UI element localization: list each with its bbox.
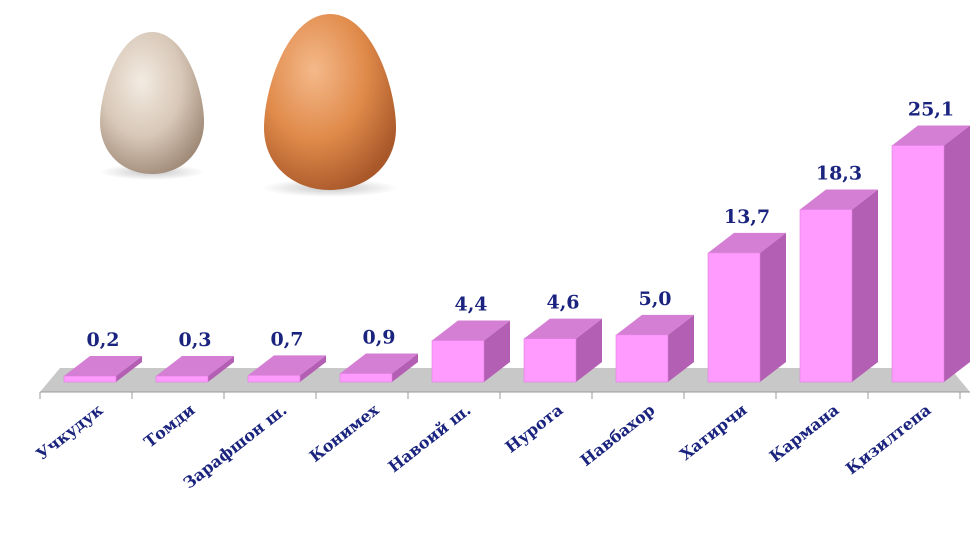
bar-side (300, 355, 326, 382)
bar-top (64, 356, 142, 376)
bar-front (523, 338, 577, 383)
bar-top (524, 318, 602, 339)
bar (615, 314, 694, 383)
bar (891, 125, 970, 383)
category-label: Нурота (502, 400, 567, 457)
value-label: 4,6 (546, 292, 579, 314)
bar-side (392, 353, 418, 382)
category-label: Конимех (306, 400, 383, 466)
category-label: Навбахор (577, 400, 659, 470)
bar (63, 356, 142, 383)
bar-side (668, 314, 694, 382)
value-label: 0,7 (270, 328, 303, 350)
large-brown-egg-icon (262, 14, 398, 197)
category-label: Кармана (766, 400, 843, 466)
bar-front (707, 252, 761, 383)
bar-side (576, 318, 602, 382)
category-label: Учкудук (33, 400, 107, 464)
bar-side (944, 125, 970, 382)
bar-front (63, 375, 117, 383)
bar (431, 320, 510, 383)
value-label: 25,1 (908, 98, 954, 120)
bar-side (760, 232, 786, 382)
bar (247, 355, 326, 383)
bar-front (615, 334, 669, 383)
value-label: 4,4 (454, 294, 487, 316)
category-label: Хатирчи (676, 400, 750, 464)
bar-front (155, 375, 209, 383)
bar-top (616, 314, 694, 335)
bar-side (208, 356, 234, 382)
bar-front (891, 145, 945, 383)
value-label: 5,0 (638, 288, 671, 310)
value-label: 18,3 (816, 163, 862, 185)
value-label: 13,7 (724, 206, 770, 228)
value-label: 0,3 (178, 329, 211, 351)
value-label: 0,2 (86, 329, 119, 351)
bar-side (484, 320, 510, 382)
bar-side (116, 356, 142, 382)
category-label: Томди (140, 400, 198, 451)
bar-top (248, 355, 326, 376)
bar-top (156, 356, 234, 376)
bar-top (800, 189, 878, 210)
bar-top (708, 232, 786, 253)
bar (799, 189, 878, 383)
bar (707, 232, 786, 383)
small-pale-egg-icon (100, 32, 204, 180)
category-label: Навоий ш. (384, 400, 474, 476)
bar (523, 318, 602, 383)
bar-front (339, 373, 393, 383)
bar-top (892, 125, 970, 146)
bar-front (799, 209, 853, 383)
bar (339, 353, 418, 383)
bar-side (852, 189, 878, 382)
value-label: 0,9 (362, 327, 395, 349)
category-label: Қизилтепа (842, 400, 935, 478)
bar-top (340, 353, 418, 374)
bar (155, 356, 234, 383)
bar-front (247, 375, 301, 383)
bar-top (432, 320, 510, 341)
bar-front (431, 340, 485, 383)
